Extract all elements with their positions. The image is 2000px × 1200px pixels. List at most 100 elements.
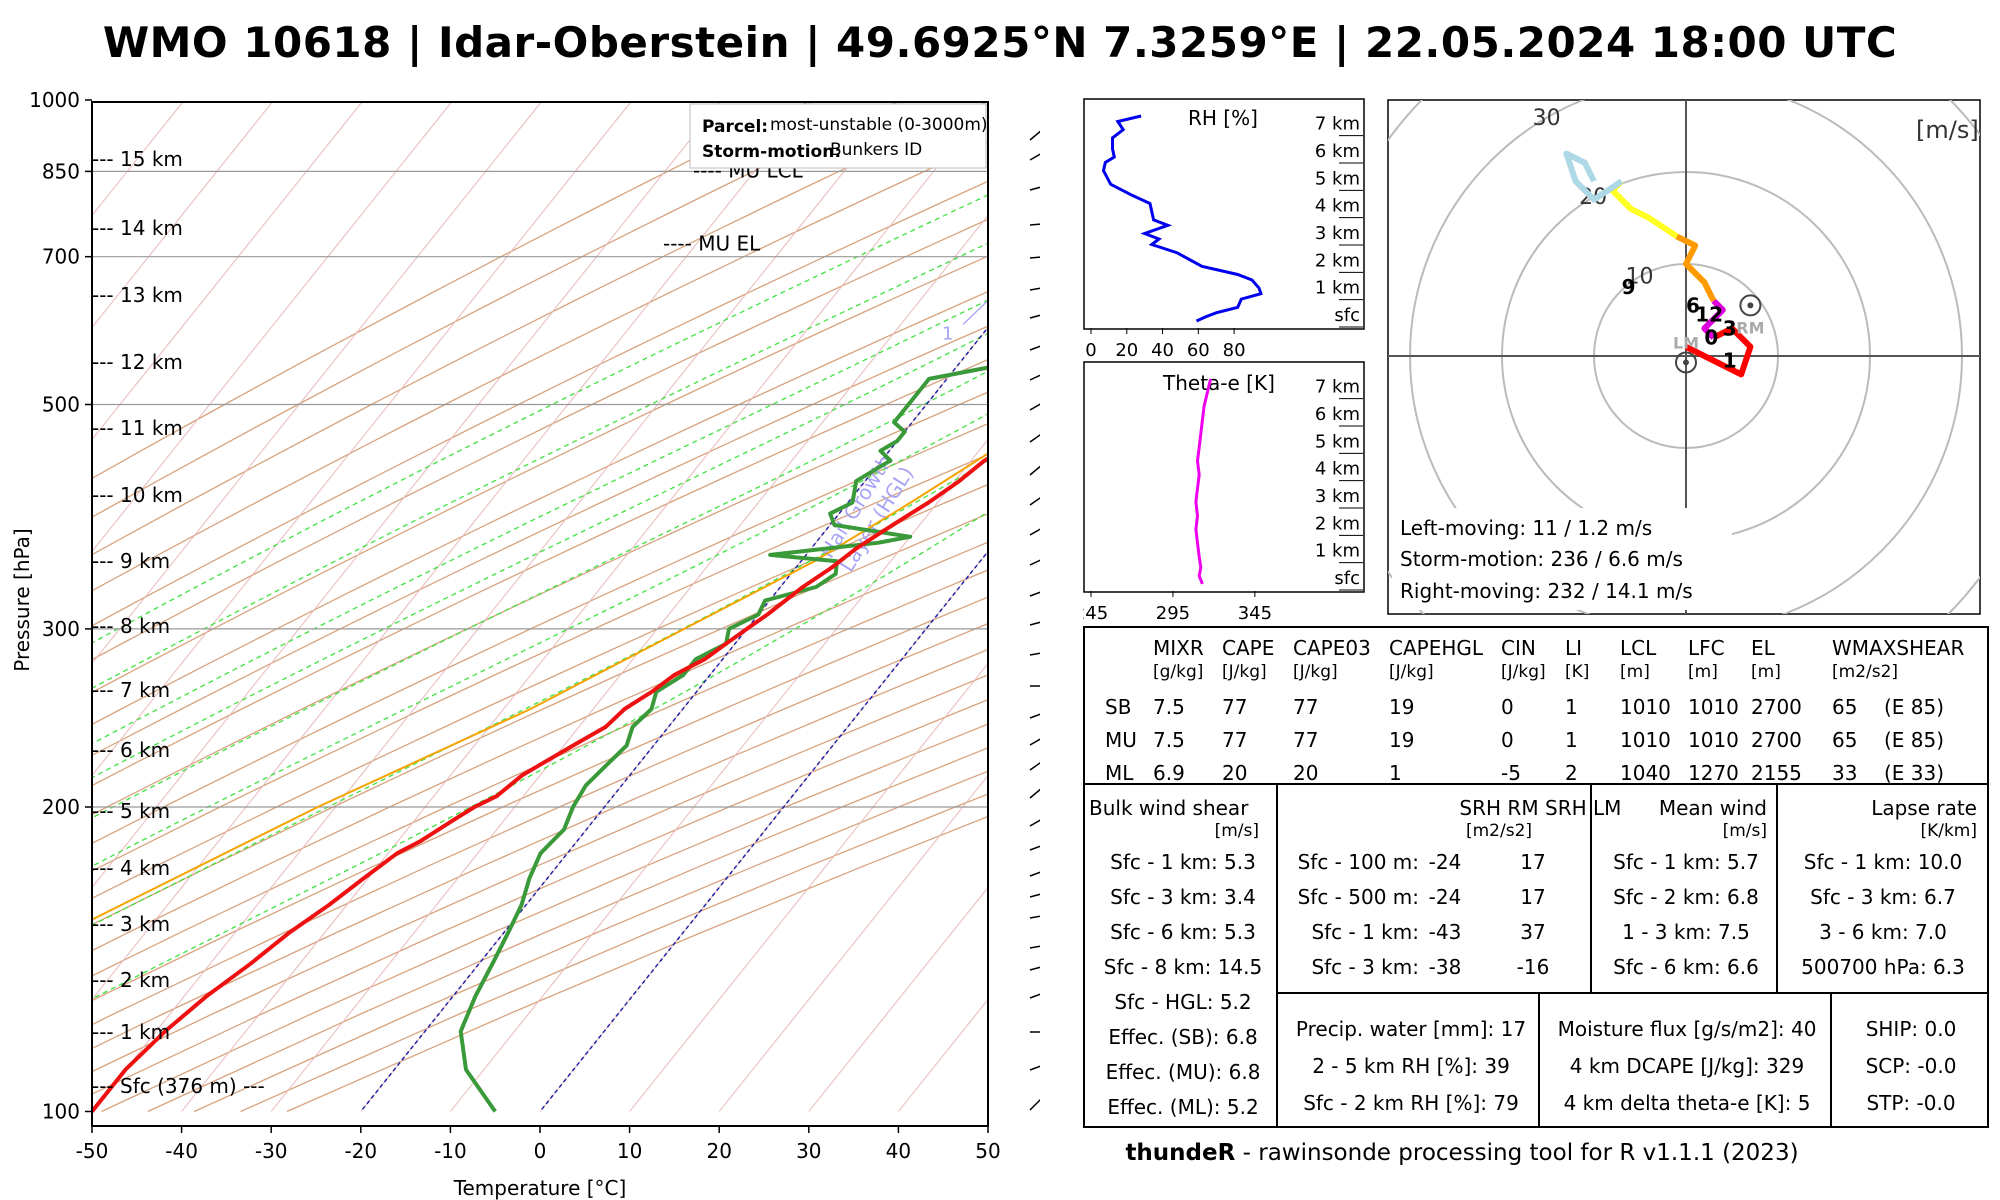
temperature-tick-label: -10 [434,1139,467,1163]
wind-barb-staff [1029,621,1040,626]
table-header-unit: [J/kg] [1501,662,1546,682]
height-label: --- 15 km [92,147,183,171]
height-tick-label: 2 km [1315,513,1360,534]
wind-barb-staff [1029,871,1040,877]
table-header-unit: [m] [1620,662,1650,682]
table-header-unit: [J/kg] [1222,662,1267,682]
bulk-shear-title: Bulk wind shear [1089,796,1249,820]
rh-profile-chart: RH [%] 7 km 6 km 5 km 4 km 3 km 2 km 1 km sfc 0 2… [1083,98,1365,361]
isotherm-line [270,214,988,1112]
wind-barb-staff [1029,945,1040,949]
hodograph-segment [1684,325,1754,378]
dry-adiabat-line [92,622,988,1026]
dry-adiabat-line [193,770,988,1113]
height-tick-label: 5 km [1315,431,1360,452]
mixing-ratio-label: 1 [942,323,953,344]
wind-barb-staff [1029,465,1040,476]
wind-barb-staff [1029,314,1040,319]
misc-param: 2 - 5 km RH [%]: 39 [1312,1054,1510,1078]
height-marker-label: 12 [1695,303,1723,327]
dry-adiabat-line [92,483,988,900]
isotherm-line [629,662,988,1112]
wind-barb-staff [1029,403,1040,411]
wind-barb-staff [1029,652,1040,656]
moist-adiabat-line [92,460,988,927]
mean-wind-row: Sfc - 1 km: 5.7 [1613,850,1759,874]
footer-text: - rawinsonde processing tool for R v1.1.… [1235,1140,1799,1166]
height-tick-label: 5 km [1315,168,1360,189]
dry-adiabat-line [92,325,988,757]
table-cell: 1 [1565,695,1578,719]
motion-box [1392,508,1732,610]
height-tick-label: 3 km [1315,223,1360,244]
wind-barb [1029,153,1040,161]
moist-adiabat-line [92,299,988,745]
index-param: SCP: -0.0 [1865,1054,1957,1078]
temperature-tick-label: 0 [534,1139,547,1163]
wind-barb [1029,559,1040,566]
srh-lm-value: 37 [1520,920,1546,944]
x-tick-label: 295 [1156,603,1190,623]
wind-barb-staff [1029,287,1040,291]
wind-barb [1029,621,1040,626]
table-cell: 1 [1565,728,1578,752]
rm-marker [1739,294,1762,317]
table-cell: 1010 [1688,728,1739,752]
lm-marker-dot [1683,359,1689,366]
wind-barb [1029,591,1040,597]
parcel-line [92,452,988,921]
mixing-ratio-label: 2 [1014,323,1025,344]
wind-barb-staff [1029,186,1040,191]
wind-barb-staff [1029,845,1040,851]
moist-adiabat-line [92,511,988,1000]
dry-adiabat-line [92,391,988,816]
table-cell: 1040 [1620,761,1671,785]
mu-el-label: ---- MU EL [663,232,761,256]
wind-barb-staff [1029,153,1040,161]
bulk-shear-row: Sfc - HGL: 5.2 [1114,990,1252,1014]
dry-adiabat-line [240,793,988,1113]
temperature-tick-label: 20 [706,1139,731,1163]
lapse-rate-row: 500700 hPa: 6.3 [1801,955,1965,979]
srh-row-label: Sfc - 1 km: [1311,920,1419,944]
dry-adiabat-line [101,723,988,1113]
height-tick-label: 7 km [1315,114,1360,135]
pressure-tick-label: 850 [42,159,80,183]
ring-label: 10 [1626,265,1654,290]
srh-rm-value: -38 [1428,955,1462,979]
wind-barb-staff [1029,893,1040,898]
rm-label: RM [1736,318,1764,337]
bulk-shear-row: Effec. (ML): 5.2 [1107,1095,1259,1119]
rh-line [1101,114,1263,323]
wind-barb [1029,345,1040,351]
isotherm-line [92,102,274,329]
wind-barb-staff [1029,345,1040,351]
table-header: CAPE03 [1293,636,1371,660]
dry-adiabat-line [92,218,988,661]
x-tick-label: 0 [1085,340,1096,361]
table-cell: 1010 [1688,695,1739,719]
table-cell: 2700 [1751,728,1802,752]
bulk-shear-row: Effec. (SB): 6.8 [1108,1025,1258,1049]
height-tick-label: 6 km [1315,404,1360,425]
srh-rm-title: SRH RM [1459,796,1539,820]
isotherm-line [450,438,988,1112]
wind-barb [1029,788,1040,799]
wind-barb [1029,256,1040,259]
isotherm-line [92,102,632,777]
hodograph-segment [1563,150,1624,203]
lapse-rate-title: Lapse rate [1871,796,1977,820]
table-cell: 1 [1389,761,1402,785]
table-header-unit: [J/kg] [1293,662,1338,682]
height-tick-label: 7 km [1315,377,1360,398]
dry-adiabat-line [92,648,988,1050]
temperature-tick-label: -50 [76,1139,109,1163]
table-cell: 20 [1293,761,1319,785]
bulk-shear-row: Sfc - 8 km: 14.5 [1103,955,1263,979]
table-header: LFC [1688,636,1725,660]
x-tick-label: 245 [1083,603,1108,623]
height-tick-label: 4 km [1315,196,1360,217]
isotherm-line [92,102,811,1001]
srh-rm-value: -24 [1428,885,1462,909]
x-axis-label: Temperature [°C] [453,1176,627,1200]
